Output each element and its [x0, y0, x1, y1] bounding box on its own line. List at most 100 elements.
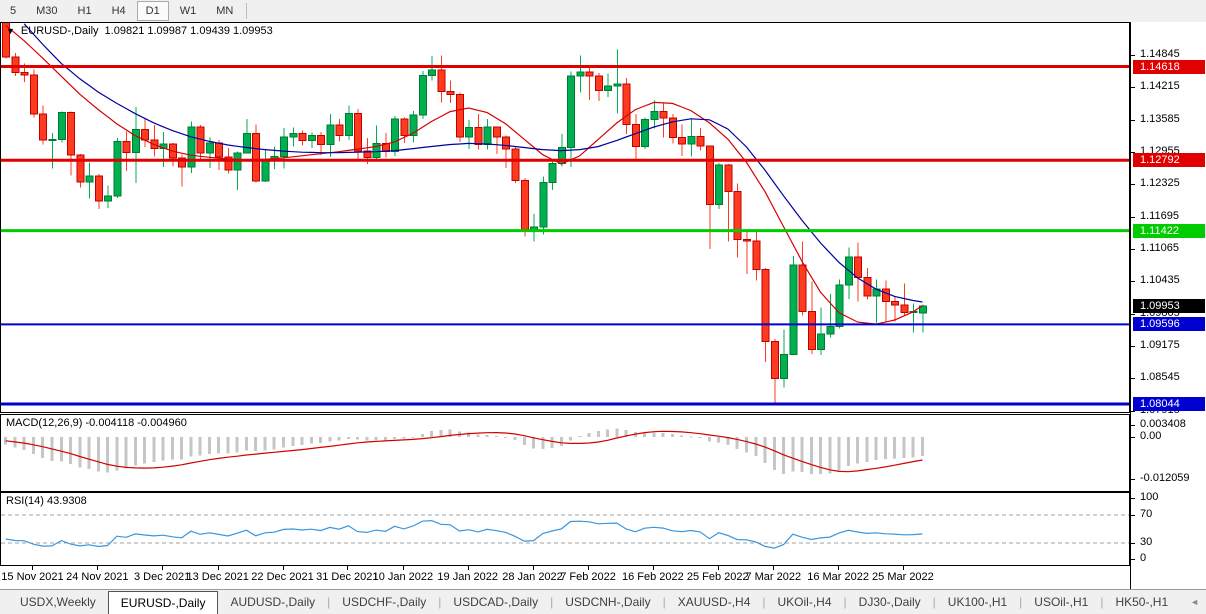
date-tick-label: 10 Jan 2022: [372, 571, 434, 583]
date-tick-mark: [162, 566, 164, 570]
timeframe-button-d1[interactable]: D1: [136, 1, 169, 21]
macd-label: MACD(12,26,9) -0.004118 -0.004960: [6, 417, 187, 429]
chart-tab-audusd[interactable]: AUDUSD-,Daily: [230, 595, 316, 609]
chart-tab-ukoil[interactable]: UKOil-,H4: [777, 595, 832, 609]
timeframe-button-w1[interactable]: W1: [179, 5, 197, 17]
date-tick-mark: [588, 566, 590, 570]
timeframe-button-h1[interactable]: H1: [77, 5, 92, 17]
price-tick-label: 1.11695: [1140, 209, 1179, 222]
ma-red-line: [5, 24, 923, 325]
chart-tab-usdchf[interactable]: USDCHF-,Daily: [342, 595, 427, 609]
macd-histogram: [4, 428, 924, 475]
price-tick-mark: [1131, 184, 1135, 186]
date-tick-mark: [467, 566, 469, 570]
chart-tab-usdcnh[interactable]: USDCNH-,Daily: [565, 595, 651, 609]
price-tick-mark: [1131, 54, 1135, 56]
date-tick-label: 13 Dec 2021: [186, 571, 249, 583]
date-tick-label: 15 Nov 2021: [1, 571, 64, 583]
date-tick-mark: [652, 566, 654, 570]
tab-separator: |: [1019, 595, 1023, 609]
toolbar-separator: [246, 3, 248, 19]
tab-separator: |: [762, 595, 766, 609]
price-tick-mark: [1131, 119, 1135, 121]
symbol-dropdown-icon[interactable]: ▼: [6, 26, 15, 36]
rsi-tick-label: 0: [1140, 552, 1147, 564]
rsi-chart[interactable]: [1, 493, 1129, 565]
date-tick-mark: [32, 566, 34, 570]
timeframe-button-5[interactable]: 5: [10, 5, 17, 17]
price-tick-mark: [1131, 345, 1135, 347]
date-tick-label: 28 Jan 2022: [502, 571, 563, 583]
date-tick-mark: [97, 566, 99, 570]
macd-tick-label: 0.00: [1140, 430, 1162, 442]
price-tick-mark: [1131, 151, 1135, 153]
macd-chart[interactable]: [1, 415, 1129, 491]
date-tick-mark: [217, 566, 219, 570]
timeframe-button-mn[interactable]: MN: [216, 5, 234, 17]
date-tick-label: 3 Dec 2021: [133, 571, 191, 583]
date-tick-label: 24 Nov 2021: [66, 571, 129, 583]
date-tick-mark: [902, 566, 904, 570]
chart-tab-bar: USDX,Weekly EURUSD-,Daily AUDUSD-,Daily | US…: [0, 589, 1206, 614]
chart-tab-eurusd[interactable]: EURUSD-,Daily: [107, 591, 219, 614]
tab-separator: |: [550, 595, 554, 609]
candlestick-chart[interactable]: [1, 23, 1129, 412]
rsi-tick-label: 100: [1140, 491, 1159, 503]
rsi-tick-label: 70: [1140, 508, 1153, 520]
chart-tab-usdcad[interactable]: USDCAD-,Daily: [453, 595, 539, 609]
rsi-tick-mark: [1131, 515, 1135, 516]
rsi-tick-mark: [1131, 543, 1135, 544]
timeframe-button-h4[interactable]: H4: [111, 5, 126, 17]
rsi-panel[interactable]: RSI(14) 43.9308: [0, 492, 1130, 566]
macd-tick-mark: [1131, 425, 1135, 426]
price-tick-label: 1.10435: [1140, 274, 1180, 287]
date-tick-mark: [773, 566, 775, 570]
candlesticks: [2, 23, 927, 404]
price-axis[interactable]: 1.14845 1.14215 1.13585 1.12955 1.12325 1.116…: [1130, 22, 1206, 589]
price-chart-panel[interactable]: ▼ EURUSD-,Daily 1.09821 1.09987 1.09439 …: [0, 22, 1130, 413]
price-tick-mark: [1131, 87, 1135, 89]
price-tick-mark: [1131, 410, 1135, 412]
chart-tab-xauusd[interactable]: XAUUSD-,H4: [677, 595, 751, 609]
price-tick-mark: [1131, 248, 1135, 250]
timeframe-toolbar: 5 M30 H1 H4 D1 W1 MN: [0, 0, 1206, 22]
price-tick-mark: [1131, 313, 1135, 315]
date-tick-label: 19 Jan 2022: [437, 571, 498, 583]
tab-separator: |: [327, 595, 331, 609]
macd-panel[interactable]: MACD(12,26,9) -0.004118 -0.004960: [0, 414, 1130, 492]
tab-separator: |: [662, 595, 666, 609]
timeframe-button-m30[interactable]: M30: [36, 5, 58, 17]
date-tick-mark: [347, 566, 349, 570]
date-axis[interactable]: 15 Nov 2021 24 Nov 2021 3 Dec 2021 13 Dec 2…: [0, 566, 1130, 589]
price-tick-label: 1.13585: [1140, 112, 1180, 125]
chart-tab-hk50[interactable]: HK50-,H1: [1115, 595, 1169, 609]
price-tick-label: 1.09175: [1140, 338, 1180, 351]
date-tick-mark: [402, 566, 404, 570]
macd-tick-mark: [1131, 479, 1135, 481]
price-tick-label: 1.14215: [1140, 80, 1180, 93]
tab-separator: |: [932, 595, 936, 609]
macd-signal-line: [5, 430, 923, 473]
date-tick-mark: [717, 566, 719, 570]
date-tick-mark: [838, 566, 840, 570]
chart-tab-usdx[interactable]: USDX,Weekly: [20, 595, 96, 609]
date-tick-label: 16 Feb 2022: [622, 571, 684, 583]
date-tick-mark: [532, 566, 534, 570]
price-tick-label: 1.12325: [1140, 177, 1180, 190]
tab-scroll-left-icon[interactable]: ◄: [1190, 597, 1200, 607]
level-price-box: 1.09596: [1133, 317, 1205, 332]
price-tick-label: 1.14845: [1140, 47, 1180, 60]
chart-tab-usoil[interactable]: USOil-,H1: [1034, 595, 1089, 609]
date-tick-label: 25 Feb 2022: [686, 571, 749, 583]
chart-tab-dj30[interactable]: DJ30-,Daily: [858, 595, 921, 609]
macd-tick-label: -0.012059: [1140, 472, 1190, 485]
rsi-tick-mark: [1131, 498, 1135, 499]
date-tick-label: 7 Mar 2022: [745, 571, 802, 583]
tab-separator: |: [843, 595, 847, 609]
rsi-label: RSI(14) 43.9308: [6, 495, 87, 507]
chart-tab-uk100[interactable]: UK100-,H1: [947, 595, 1008, 609]
chart-title: ▼ EURUSD-,Daily 1.09821 1.09987 1.09439 …: [6, 25, 273, 37]
date-tick-label: 31 Dec 2021: [316, 571, 379, 583]
macd-tick-mark: [1131, 437, 1135, 438]
level-price-box: 1.08044: [1133, 396, 1205, 411]
